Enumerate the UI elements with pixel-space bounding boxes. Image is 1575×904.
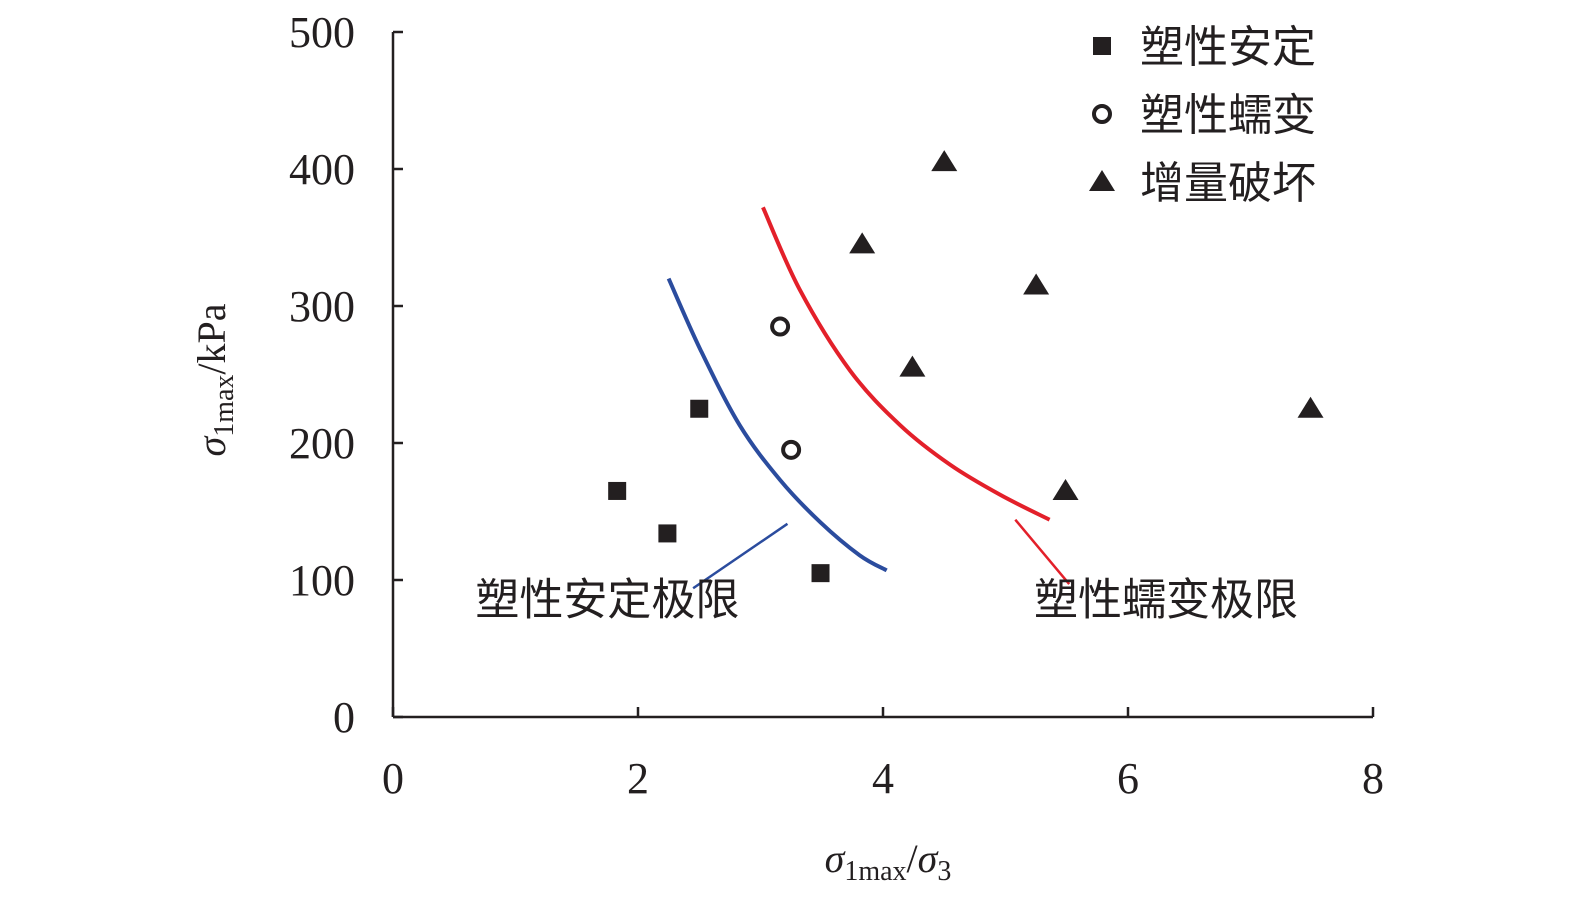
curve-label: 塑性蠕变极限 bbox=[1034, 574, 1298, 625]
square-point bbox=[608, 481, 627, 500]
stability-limit-curve bbox=[666, 277, 888, 573]
circle-open-point bbox=[770, 316, 791, 337]
triangle-point bbox=[1023, 273, 1050, 295]
legend-label: 塑性安定 bbox=[1140, 22, 1316, 73]
x-tick-label: 4 bbox=[872, 754, 894, 803]
square-point bbox=[658, 524, 677, 543]
y-tick-label: 400 bbox=[289, 145, 355, 194]
legend-square-icon bbox=[1093, 37, 1111, 55]
x-tick-label: 2 bbox=[627, 754, 649, 803]
triangle-point bbox=[849, 232, 876, 254]
y-tick-label: 0 bbox=[333, 693, 355, 742]
tick-labels: 0 2 4 6 8 0 100 200 300 400 500 bbox=[289, 8, 1384, 803]
legend-circle-open-icon bbox=[1092, 104, 1112, 124]
triangle-point bbox=[1052, 478, 1079, 500]
y-axis-label: σ1max/kPa bbox=[189, 303, 240, 456]
axes bbox=[391, 30, 1375, 719]
x-tick-label: 0 bbox=[382, 754, 404, 803]
curve-label: 塑性安定极限 bbox=[475, 574, 739, 625]
square-point bbox=[690, 399, 709, 418]
creep-limit-curve bbox=[761, 206, 1051, 522]
x-tick-label: 6 bbox=[1117, 754, 1139, 803]
legend-label: 塑性蠕变 bbox=[1140, 90, 1316, 141]
limit-curves: 塑性安定极限 塑性蠕变极限 bbox=[475, 206, 1298, 625]
data-points bbox=[608, 150, 1324, 583]
x-tick-label: 8 bbox=[1362, 754, 1384, 803]
legend-triangle-icon bbox=[1089, 170, 1115, 191]
y-tick-label: 100 bbox=[289, 556, 355, 605]
circle-open-point bbox=[781, 439, 802, 460]
y-tick-label: 500 bbox=[289, 8, 355, 57]
legend-label: 增量破坏 bbox=[1140, 158, 1316, 209]
x-axis-label: σ1max/σ3 bbox=[825, 836, 952, 887]
y-tick-label: 200 bbox=[289, 419, 355, 468]
curve-leader-line bbox=[1014, 518, 1071, 585]
square-point bbox=[811, 564, 830, 583]
triangle-point bbox=[1297, 396, 1324, 418]
triangle-point bbox=[931, 150, 958, 172]
triangle-point bbox=[899, 355, 926, 377]
y-tick-label: 300 bbox=[289, 282, 355, 331]
curve-leader-line bbox=[692, 522, 789, 590]
